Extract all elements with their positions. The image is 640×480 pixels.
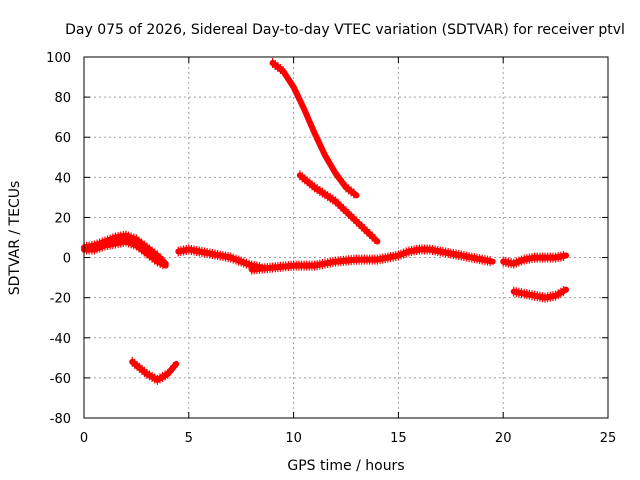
plot-frame bbox=[83, 56, 609, 419]
y-tick-label: 100 bbox=[46, 51, 71, 66]
y-tick-label: -20 bbox=[50, 292, 71, 307]
y-tick-label: 40 bbox=[54, 171, 71, 186]
y-tick-label: -40 bbox=[50, 332, 71, 347]
x-tick-label: 0 bbox=[80, 431, 88, 446]
y-tick-label: 80 bbox=[54, 91, 71, 106]
y-tick-label: 20 bbox=[54, 211, 71, 226]
x-tick-label: 10 bbox=[285, 431, 302, 446]
x-tick-label: 15 bbox=[390, 431, 407, 446]
y-tick-label: 0 bbox=[63, 252, 71, 267]
y-tick-label: 60 bbox=[54, 131, 71, 146]
x-axis-label: GPS time / hours bbox=[287, 458, 404, 474]
x-tick-label: 25 bbox=[600, 431, 617, 446]
x-tick-label: 5 bbox=[185, 431, 193, 446]
series-layer bbox=[81, 58, 570, 385]
y-tick-label: -80 bbox=[50, 412, 71, 427]
grid bbox=[84, 57, 608, 418]
x-tick-label: 20 bbox=[495, 431, 512, 446]
y-axis-label: SDTVAR / TECUs bbox=[7, 181, 23, 296]
y-tick-label: -60 bbox=[50, 372, 71, 387]
chart-title: Day 075 of 2026, Sidereal Day-to-day VTE… bbox=[65, 22, 625, 38]
axis-ticks: 0 5 10 15 20 25 -80 -60 -40 -20 0 20 40 60 80 100 bbox=[46, 51, 616, 446]
